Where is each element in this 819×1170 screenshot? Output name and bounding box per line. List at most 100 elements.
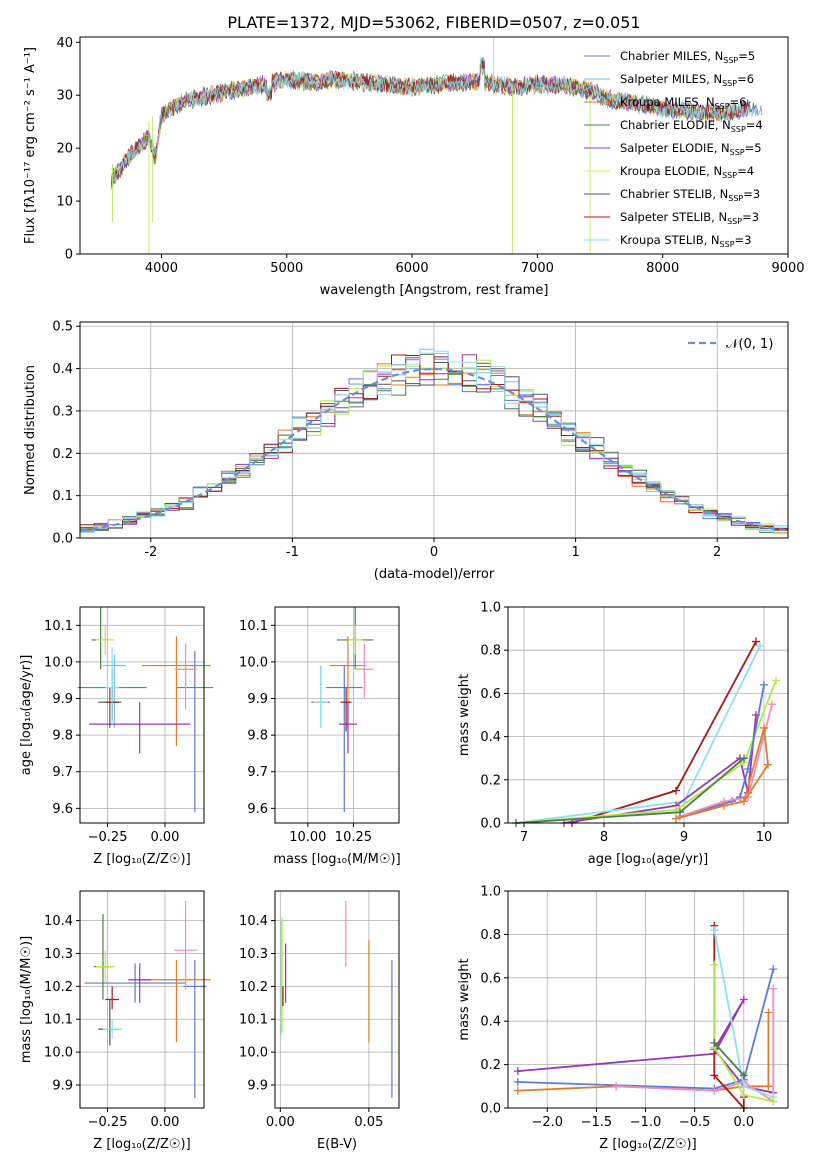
axes-frame [79,606,205,824]
x-tick-label: −0.5 [679,1115,711,1130]
y-tick-label: 9.6 [52,802,73,817]
y-tick-label: 0.2 [52,447,73,462]
weight-series [512,641,764,827]
residual-histogram-panel: 𝒩(0, 1) -2 -1 0 1 2 0.0 0.1 0.2 0.3 0.4 0.5 (data-mo… [23,320,789,582]
y-axis-label: Normed distribution [23,365,38,495]
y-tick-label: 0.4 [52,362,73,377]
y-axis-label: age [log₁₀(age/yr)] [19,655,34,776]
x-tick-label: 0.00 [266,1115,295,1130]
y-tick-label: 0.3 [52,404,73,419]
weight-marker [740,754,748,763]
weight-marker [739,995,748,1004]
y-tick-label: 9.9 [247,692,268,707]
y-tick-label: 10 [56,195,73,210]
data-point [102,1019,122,1039]
y-axis-label: mass weight [457,958,472,1040]
legend-entry: Chabrier STELIB, NSSP=3 [620,187,760,203]
data-point [89,702,191,754]
legend-entry: Salpeter STELIB, NSSP=3 [620,210,759,226]
y-tick-label: 10.2 [44,980,73,995]
y-tick-label: 9.9 [52,1078,73,1093]
legend-entry: Kroupa STELIB, NSSP=3 [620,233,751,249]
weight-marker [769,984,778,993]
y-tick-label: 10.4 [239,914,268,929]
y-tick-label: 40 [56,36,73,51]
mass-vs-extinction-panel: 0.00 0.05 9.9 10.0 10.1 10.2 10.3 10.4 E(B-V) [239,890,400,1152]
weight-series [740,723,772,806]
weight-marker [710,1071,719,1080]
weight-marker [739,1082,748,1091]
x-tick-label: 9000 [771,261,804,276]
x-tick-label: 7000 [521,261,554,276]
y-axis-label: Flux [fλ10⁻¹⁷ erg cm⁻² s⁻¹ A⁻¹] [23,47,38,244]
weight-series [512,754,748,827]
y-tick-label: 0.0 [480,1102,501,1117]
weight-series [710,1038,748,1080]
weight-vs-metallicity-panel: −2.0 −1.5 −1.0 −0.5 0.0 0.0 0.2 0.4 0.6 0.8 1.0 Z [… [457,885,789,1152]
x-tick-label: 0 [430,545,438,560]
data-point [102,654,126,728]
weight-marker [772,676,780,685]
x-tick-label: 10 [756,830,773,845]
data-point [347,625,363,655]
x-axis-label: mass [log₁₀(M/M☉)] [273,852,400,867]
weight-marker [513,1086,522,1095]
y-tick-label: 1.0 [480,885,501,900]
y-tick-label: 0.8 [480,644,501,659]
data-point [355,643,374,699]
x-tick-label: 5000 [270,261,303,276]
legend-entry: Chabrier ELODIE, NSSP=4 [620,118,763,134]
weight-marker [710,1086,719,1095]
axes-frame [274,606,400,824]
y-tick-label: 10.3 [44,947,73,962]
weight-vs-age-panel: 7 8 9 10 0.0 0.2 0.4 0.6 0.8 1.0 age [log₁₀(age/yr… [457,601,789,867]
legend-entry: Kroupa ELODIE, NSSP=4 [620,164,754,180]
legend-entry: Chabrier MILES, NSSP=5 [620,49,755,65]
chart-title: PLATE=1372, MJD=53062, FIBERID=0507, z=0… [227,13,640,32]
y-axis-label: mass [log₁₀(M/M☉)] [19,936,34,1063]
data-point [105,647,120,725]
data-point [96,625,115,655]
weight-line [679,703,773,818]
axes-frame [507,606,789,824]
legend-entry: Salpeter ELODIE, NSSP=5 [620,141,762,157]
normal-curve [80,367,786,532]
weight-marker [768,700,776,709]
y-tick-label: 0.6 [480,971,501,986]
y-tick-label: 0.4 [480,1015,501,1030]
weight-marker [720,801,728,810]
legend-entry: Kroupa MILES, NSSP=6 [620,95,746,111]
weight-marker [739,1090,748,1099]
x-tick-label: 1 [571,545,579,560]
weight-marker [513,1067,522,1076]
x-tick-label: 0.00 [150,1115,179,1130]
y-tick-label: 9.7 [52,765,73,780]
x-axis-label: Z [log₁₀(Z/Z☉)] [93,852,190,867]
data-point [340,687,352,732]
weight-marker [676,808,684,817]
x-axis-label: Z [log₁₀(Z/Z☉)] [93,1137,190,1152]
x-tick-label: 8 [600,830,608,845]
weight-marker [752,637,760,646]
weight-marker [769,1097,778,1106]
data-point [174,900,198,990]
weight-marker [764,1082,773,1091]
data-point [176,650,214,813]
age-vs-metallicity-panel: −0.25 0.00 9.6 9.7 9.8 9.9 10.0 10.1 Z [log₁₀(Z/… [19,606,214,867]
weight-line [571,641,757,824]
y-tick-label: 10.0 [44,655,73,670]
y-tick-label: 0.4 [480,730,501,745]
y-tick-label: 0.1 [52,489,73,504]
weight-series [512,676,780,827]
weight-marker [710,1038,719,1047]
y-tick-label: 10.0 [239,655,268,670]
y-tick-label: 20 [56,142,73,157]
weight-line [563,714,757,824]
x-axis-label: E(B-V) [317,1137,357,1152]
y-tick-label: 9.7 [247,765,268,780]
axes-frame [79,36,789,255]
weight-marker [764,1008,773,1017]
y-tick-label: 9.9 [247,1078,268,1093]
y-tick-label: 10.1 [44,1013,73,1028]
x-axis-label: Z [log₁₀(Z/Z☉)] [599,1137,696,1152]
